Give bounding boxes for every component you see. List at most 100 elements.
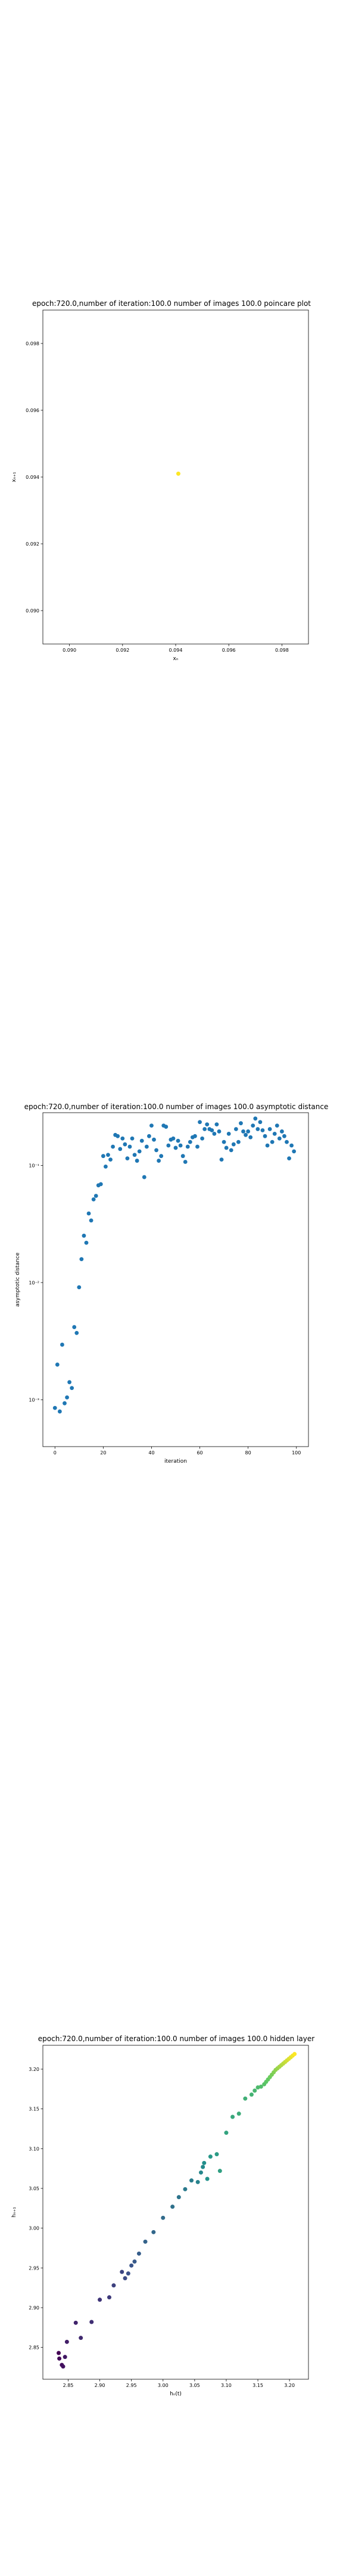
data-point (249, 2092, 254, 2097)
data-point (70, 1386, 74, 1391)
data-point (258, 1120, 263, 1125)
data-point (210, 1128, 214, 1132)
data-point (125, 1156, 130, 1161)
data-point (144, 1144, 149, 1149)
data-point (183, 1160, 188, 1164)
data-point (224, 1145, 229, 1150)
data-point (98, 2298, 102, 2302)
data-point (171, 1136, 176, 1141)
data-point (178, 1143, 183, 1148)
data-point (55, 1363, 60, 1367)
asymptotic-distance-axes-frame (42, 1112, 309, 1447)
data-point (193, 1134, 197, 1138)
poincare-plot-points (176, 471, 180, 476)
data-point (151, 2230, 156, 2234)
data-point (265, 1143, 270, 1148)
y-tick-label: 3.15 (29, 2107, 39, 2112)
data-point (135, 1159, 139, 1163)
x-tick-label: 100 (292, 1450, 301, 1456)
data-point (189, 2178, 194, 2183)
data-point (137, 1149, 142, 1154)
y-tick-label: 3.00 (29, 2226, 39, 2231)
x-tick-label: 40 (148, 1450, 154, 1456)
hidden-layer-y-label: hₙ₊₁ (11, 2207, 17, 2218)
data-point (214, 2152, 219, 2157)
poincare-plot-x-label: xₙ (173, 656, 179, 662)
data-point (52, 1405, 57, 1410)
data-point (126, 2271, 130, 2276)
data-point (277, 1136, 282, 1141)
data-point (214, 1122, 219, 1127)
data-point (67, 1380, 71, 1385)
data-point (230, 2114, 235, 2119)
data-point (101, 1154, 105, 1159)
data-point (195, 1144, 199, 1149)
data-point (104, 1164, 108, 1169)
data-point (89, 1218, 93, 1223)
data-point (251, 1123, 255, 1128)
data-point (130, 1136, 135, 1141)
data-point (106, 1153, 110, 1157)
data-point (270, 1140, 275, 1144)
data-point (132, 1153, 137, 1157)
x-tick-label: 80 (245, 1450, 251, 1456)
data-point (143, 2239, 148, 2244)
asymptotic-distance-points (52, 1116, 297, 1414)
poincare-plot: epoch:720.0,number of iteration:100.0 nu… (11, 299, 311, 662)
data-point (195, 2179, 200, 2184)
data-point (170, 2205, 175, 2209)
data-point (79, 2336, 83, 2340)
data-point (157, 1159, 161, 1163)
y-tick-label: 2.85 (29, 2345, 39, 2351)
hidden-layer-plot: epoch:720.0,number of iteration:100.0 nu… (11, 2035, 314, 2397)
x-tick-label: 3.05 (189, 2383, 200, 2388)
y-tick-label: 3.10 (29, 2146, 39, 2151)
x-tick-label: 0.098 (275, 648, 289, 653)
data-point (93, 1194, 98, 1198)
data-point (86, 1211, 91, 1216)
data-point (57, 1409, 62, 1414)
data-point (260, 1128, 265, 1132)
x-tick-label: 3.20 (284, 2383, 295, 2388)
y-tick-label: 10⁻² (29, 1280, 39, 1286)
data-point (57, 2351, 61, 2355)
data-point (219, 1157, 224, 1162)
y-tick-label: 0.094 (26, 475, 39, 480)
data-point (82, 1233, 86, 1238)
data-point (89, 2320, 94, 2324)
data-point (147, 1134, 151, 1138)
data-point (229, 1148, 233, 1153)
x-tick-label: 0 (54, 1450, 57, 1456)
data-point (136, 2251, 141, 2256)
data-point (111, 1144, 115, 1149)
data-point (244, 1132, 248, 1137)
data-point (198, 2170, 203, 2175)
poincare-plot-axes-frame (42, 309, 309, 645)
data-point (285, 1140, 289, 1144)
data-point (255, 2085, 260, 2090)
data-point (180, 1154, 185, 1159)
x-tick-label: 2.95 (126, 2383, 137, 2388)
data-point (176, 1138, 180, 1143)
data-point (118, 1147, 123, 1151)
data-point (173, 1145, 178, 1150)
y-tick-label: 2.95 (29, 2265, 39, 2271)
x-tick-label: 0.096 (222, 648, 236, 653)
x-tick-label: 3.00 (158, 2383, 169, 2388)
hidden-layer-x-label: hₙ(t) (170, 2391, 182, 2397)
data-point (65, 1395, 69, 1400)
hidden-layer-points (57, 2052, 297, 2369)
data-point (61, 2364, 66, 2369)
data-point (217, 2169, 222, 2174)
data-point (107, 2295, 111, 2300)
data-point (202, 2160, 207, 2165)
data-point (60, 1342, 64, 1347)
data-point (176, 2195, 181, 2200)
data-point (183, 2187, 188, 2191)
x-tick-label: 3.15 (252, 2383, 263, 2388)
data-point (185, 1144, 190, 1149)
data-point (129, 2263, 134, 2268)
data-point (188, 1140, 192, 1144)
hidden-layer-title: epoch:720.0,number of iteration:100.0 nu… (38, 2035, 314, 2043)
